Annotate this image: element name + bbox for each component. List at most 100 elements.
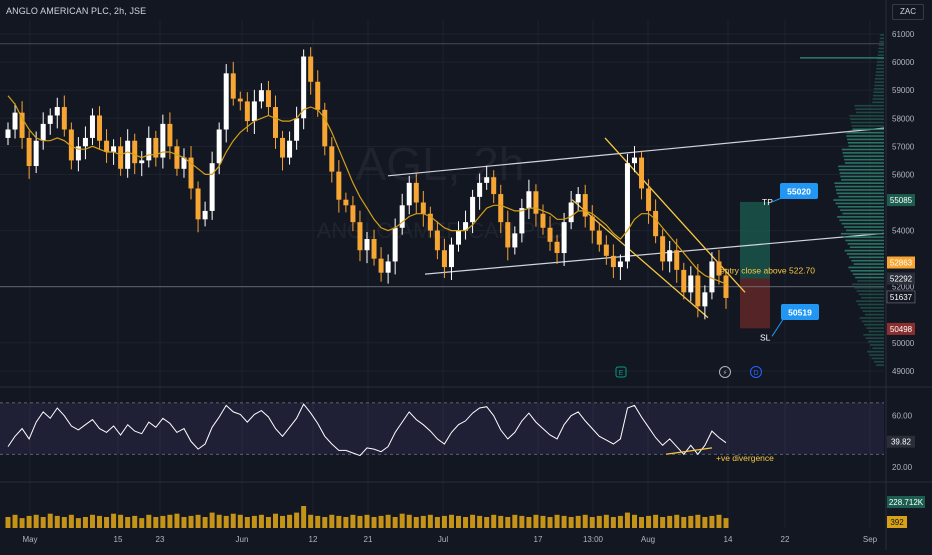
- candle-body: [477, 182, 483, 197]
- event-marker[interactable]: E: [615, 366, 627, 378]
- rsi-tick-label: 60.00: [892, 412, 913, 421]
- volume-profile-bar: [854, 286, 884, 289]
- volume-profile-bar: [847, 243, 884, 245]
- candle: [40, 112, 46, 150]
- volume-profile-bar: [861, 296, 884, 299]
- candle: [441, 238, 447, 279]
- candle-body: [47, 115, 53, 124]
- watermark-symbol: AGL, 2h: [356, 138, 525, 190]
- volume-profile-bar: [875, 71, 884, 73]
- candle-body: [653, 210, 659, 237]
- volume-bar: [667, 515, 673, 528]
- candle: [610, 244, 616, 279]
- candle: [463, 210, 469, 240]
- currency-button[interactable]: ZAC: [892, 4, 924, 20]
- candle-body: [223, 73, 229, 130]
- volume-profile-bar: [873, 94, 884, 97]
- candle-body: [519, 208, 525, 234]
- candle-body: [216, 129, 222, 164]
- candle: [195, 181, 201, 233]
- candle: [660, 229, 666, 271]
- price-badge-bg: [887, 256, 915, 269]
- channel-upper-line: [387, 127, 885, 177]
- volume-bar: [75, 518, 81, 528]
- candle: [308, 47, 314, 95]
- candle-body: [336, 171, 342, 200]
- volume-profile-bar: [847, 141, 884, 144]
- candle: [519, 198, 525, 243]
- volume-bar: [624, 512, 630, 528]
- volume-profile-bar: [855, 108, 884, 110]
- volume-bar: [674, 514, 680, 528]
- volume-profile-bar: [844, 249, 884, 252]
- candle: [667, 240, 673, 273]
- candle: [420, 190, 426, 227]
- volume-bar: [392, 517, 398, 528]
- moving-average-line: [7, 95, 727, 285]
- candle: [287, 131, 293, 165]
- price-badge-bg: [887, 272, 915, 285]
- candle-body: [406, 182, 412, 206]
- volume-bar: [582, 514, 588, 528]
- candle-body: [195, 188, 201, 220]
- candle-body: [399, 205, 405, 228]
- volume-bar: [118, 514, 124, 528]
- candle-body: [575, 194, 581, 203]
- price-axis: 61000 60000 59000 58000 57000 56000 54000 52000…: [886, 30, 916, 376]
- volume-profile-bar: [864, 313, 884, 316]
- volume-profile-bar: [867, 350, 884, 353]
- volume-profile-bar: [861, 320, 884, 323]
- event-marker-label: ⚡: [723, 369, 728, 377]
- candle: [709, 252, 715, 300]
- event-marker[interactable]: ⚡: [719, 366, 731, 378]
- time-tick-label: 23: [156, 535, 165, 544]
- volume-profile-bar: [872, 101, 884, 104]
- price-badge-label: 51637: [890, 293, 913, 302]
- volume-profile-bar: [876, 364, 884, 366]
- volume-bar: [230, 513, 236, 528]
- candle: [568, 190, 574, 230]
- volume-bar: [174, 513, 180, 528]
- candle: [434, 221, 440, 260]
- volume-profile-bar: [840, 209, 884, 211]
- time-tick-label: Jul: [438, 535, 448, 544]
- volume-profile-bar: [838, 195, 884, 198]
- candle: [723, 268, 729, 309]
- volume-profile-bar: [873, 91, 884, 94]
- candle-body: [167, 123, 173, 147]
- volume-profile-bar: [846, 135, 884, 137]
- candle-body: [617, 261, 623, 268]
- volume-profile-bar: [834, 182, 884, 185]
- candle: [188, 146, 194, 200]
- volume-profile-bar: [850, 118, 884, 120]
- event-marker[interactable]: D: [750, 366, 762, 378]
- volume-profile-bar: [857, 280, 884, 282]
- candle-body: [456, 230, 462, 245]
- candle-body: [448, 244, 454, 268]
- candle: [413, 173, 419, 214]
- time-tick-label: Aug: [641, 535, 655, 544]
- candle: [526, 179, 532, 220]
- sl-callout-label: 50519: [788, 308, 812, 318]
- candle: [82, 126, 88, 160]
- candle: [89, 108, 95, 145]
- candle: [631, 146, 637, 173]
- candle: [484, 165, 490, 190]
- candle: [61, 95, 67, 137]
- candle-body: [12, 112, 18, 130]
- volume-bar: [596, 515, 602, 528]
- candle-body: [146, 137, 152, 161]
- candle-body: [308, 56, 314, 82]
- volume-bar: [378, 515, 384, 528]
- candle-body: [82, 137, 88, 147]
- candle-body: [427, 213, 433, 231]
- candle: [244, 92, 250, 133]
- volume-bar: [477, 515, 483, 528]
- candle: [280, 130, 286, 171]
- candle-body: [40, 123, 46, 141]
- candle: [547, 216, 553, 251]
- candle: [75, 137, 81, 172]
- rsi-tick-label: 20.00: [892, 463, 913, 472]
